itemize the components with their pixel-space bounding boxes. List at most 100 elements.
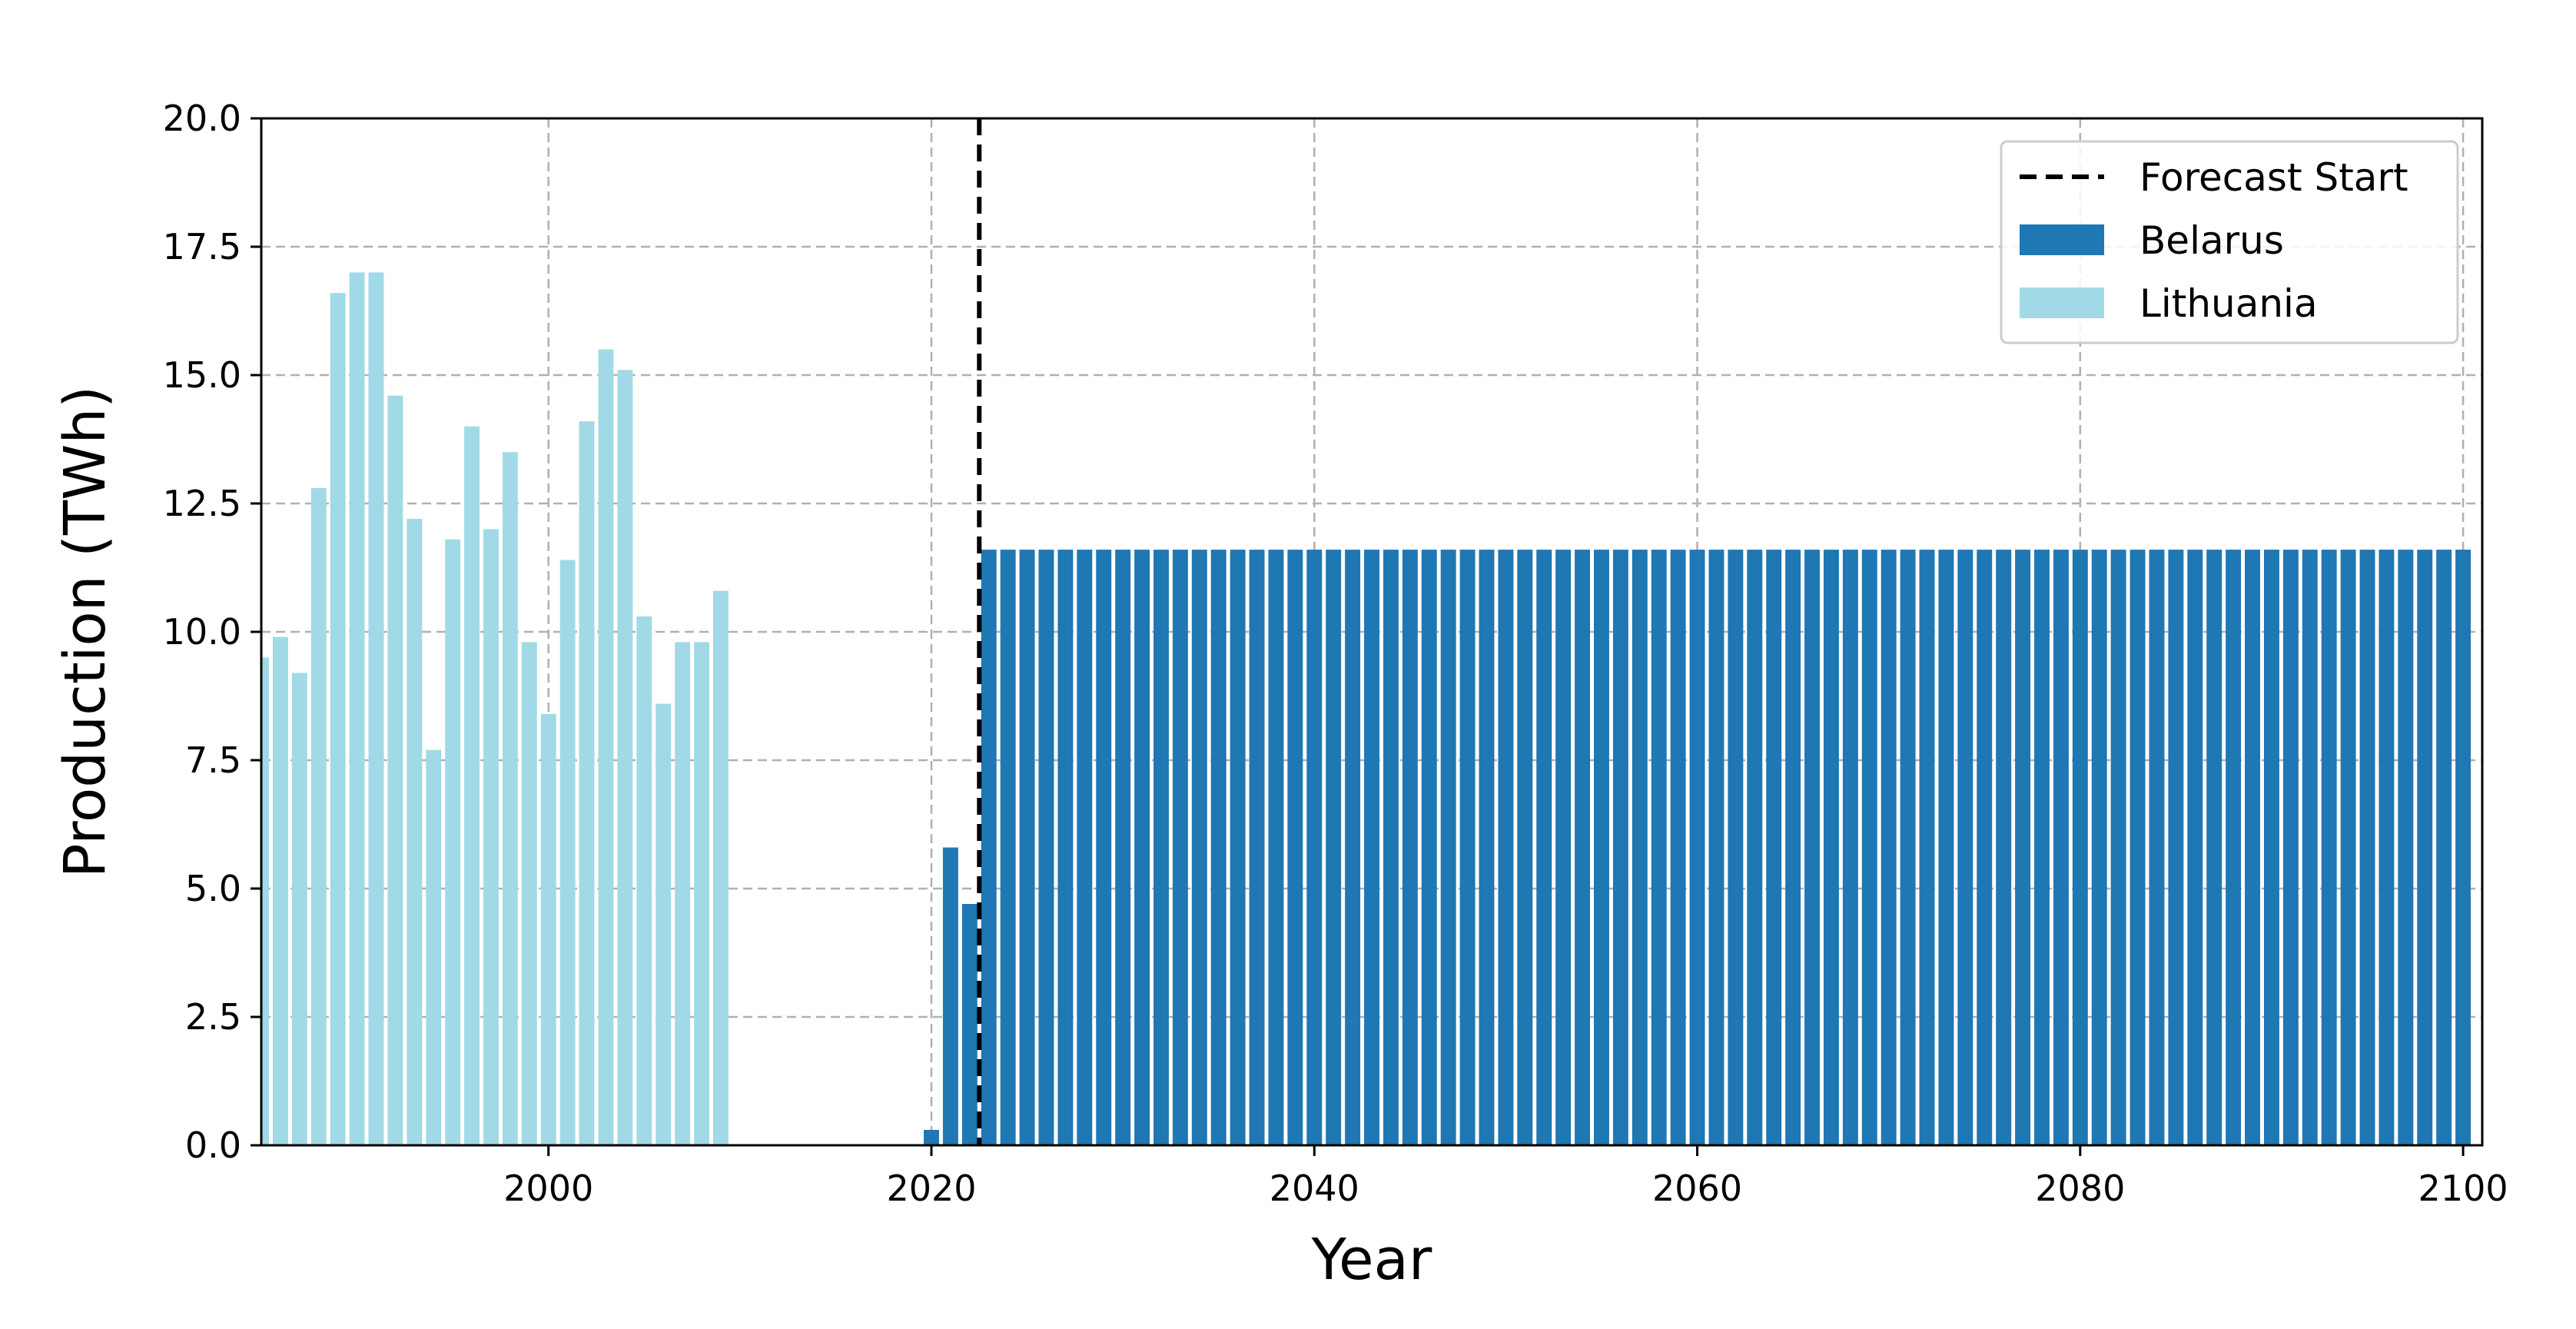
bar-belarus-2058 [1651,550,1667,1145]
bar-belarus-2037 [1249,550,1265,1145]
y-tick-label: 20.0 [163,98,241,139]
bar-belarus-2095 [2359,550,2375,1145]
y-tick-label: 12.5 [163,483,241,524]
bar-belarus-2072 [1919,550,1935,1145]
bar-lithuania-1999 [521,642,537,1145]
bar-belarus-2090 [2263,550,2279,1145]
bar-belarus-2051 [1517,550,1533,1145]
bar-belarus-2041 [1326,550,1342,1145]
bar-belarus-2036 [1230,550,1246,1145]
legend-belarus-swatch [2020,224,2104,255]
bar-belarus-2047 [1440,550,1456,1145]
bar-belarus-2067 [1823,550,1839,1145]
bar-belarus-2065 [1785,550,1801,1145]
bar-belarus-2045 [1402,550,1418,1145]
bar-belarus-2034 [1191,550,1207,1145]
bar-belarus-2026 [1038,550,1054,1145]
bar-belarus-2061 [1708,550,1725,1145]
legend: Forecast Start Belarus Lithuania [2000,140,2459,344]
bar-belarus-2080 [2072,550,2088,1145]
bar-belarus-2033 [1172,550,1188,1145]
legend-lithuania-label: Lithuania [2139,281,2318,326]
bar-belarus-2100 [2455,550,2471,1145]
bar-belarus-2073 [1938,550,1954,1145]
bar-belarus-2079 [2053,550,2069,1145]
bar-belarus-2054 [1575,550,1591,1145]
bar-belarus-2043 [1364,550,1379,1145]
x-tick-label: 2060 [1652,1168,1742,1209]
ticks: 2000 2020 2040 2060 2080 2100 0.0 2.5 5.0 7.5 10.0… [163,98,2508,1209]
bar-belarus-2046 [1421,550,1437,1145]
bar-belarus-2096 [2378,550,2395,1145]
bar-belarus-2068 [1842,550,1858,1145]
legend-belarus-label: Belarus [2139,218,2284,263]
x-tick-label: 2040 [1270,1168,1359,1209]
bar-belarus-2030 [1115,550,1131,1145]
bar-belarus-2094 [2340,550,2356,1145]
bar-belarus-2074 [1957,550,1973,1145]
bar-belarus-2088 [2226,550,2242,1145]
y-tick-label: 7.5 [185,739,241,781]
bar-lithuania-2005 [636,616,652,1145]
x-tick-label: 2100 [2418,1168,2508,1209]
x-tick-label: 2000 [503,1168,593,1209]
y-tick-label: 0.0 [185,1125,241,1166]
bar-belarus-2076 [1996,550,2012,1145]
bar-belarus-2082 [2110,550,2126,1145]
x-tick-label: 2020 [886,1168,976,1209]
bar-lithuania-2000 [540,713,556,1145]
y-axis-label: Production (TWh) [52,386,118,878]
legend-box [2000,140,2459,344]
bar-lithuania-2009 [712,590,729,1145]
x-axis-label: Year [1311,1227,1432,1293]
bar-belarus-2099 [2436,550,2452,1145]
x-tick-label: 2080 [2035,1168,2125,1209]
bar-belarus-2087 [2206,550,2222,1145]
bar-belarus-2024 [1000,550,1016,1145]
y-tick-label: 2.5 [185,996,241,1038]
bar-belarus-2091 [2282,550,2299,1145]
y-tick-label: 17.5 [163,226,241,267]
bar-belarus-2052 [1536,550,1552,1145]
bar-belarus-2029 [1096,550,1112,1145]
bar-lithuania-1991 [368,272,384,1145]
bar-belarus-2084 [2149,550,2165,1145]
bar-belarus-2039 [1287,550,1303,1145]
bars [261,272,2471,1146]
bar-belarus-2066 [1804,550,1820,1145]
bar-belarus-2098 [2417,550,2433,1145]
bar-belarus-2032 [1153,550,1169,1145]
bar-belarus-2055 [1594,550,1609,1145]
bar-belarus-2050 [1498,550,1514,1145]
bar-lithuania-1986 [272,636,288,1145]
bar-belarus-2040 [1306,550,1323,1145]
bar-belarus-2062 [1728,550,1744,1145]
bar-belarus-2038 [1268,550,1284,1145]
bar-lithuania-1996 [464,426,480,1145]
bar-belarus-2048 [1459,550,1476,1145]
bar-lithuania-1992 [387,395,403,1145]
bar-belarus-2035 [1210,550,1227,1145]
bar-belarus-2077 [2015,550,2031,1145]
bar-lithuania-1988 [310,487,327,1145]
y-tick-label: 5.0 [185,868,241,909]
bar-belarus-2027 [1057,550,1074,1145]
bar-lithuania-1998 [502,452,518,1145]
bar-belarus-2056 [1612,550,1628,1145]
bar-belarus-2064 [1766,550,1782,1145]
bar-lithuania-1997 [483,529,499,1145]
bar-belarus-2031 [1134,550,1150,1145]
bar-lithuania-1987 [291,673,307,1145]
bar-belarus-2020 [924,1129,939,1145]
bar-lithuania-2004 [617,370,633,1145]
bar-lithuania-2001 [559,560,576,1145]
legend-lithuania-swatch [2020,287,2104,318]
bar-belarus-2021 [942,847,958,1145]
bar-belarus-2059 [1670,550,1686,1145]
bar-lithuania-1994 [426,749,442,1145]
bar-belarus-2071 [1900,550,1916,1145]
bar-belarus-2097 [2398,550,2414,1145]
bar-belarus-2063 [1747,550,1763,1145]
